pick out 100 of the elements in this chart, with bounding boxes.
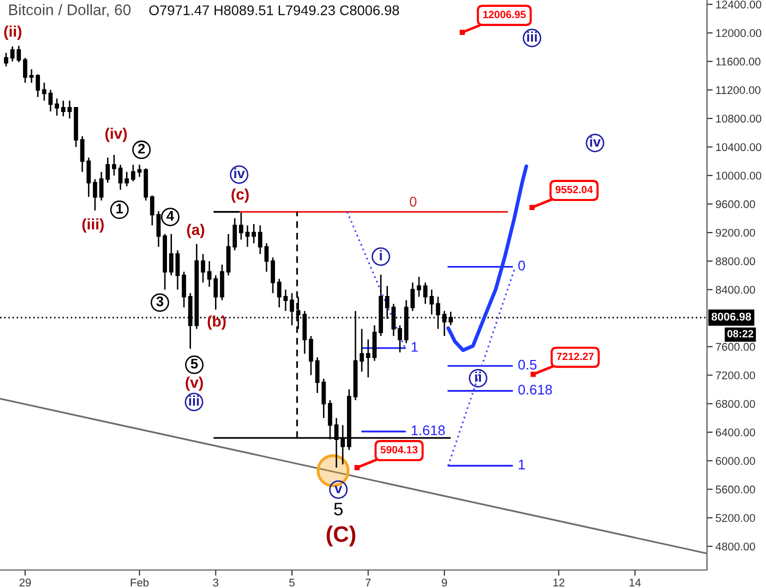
y-tick-label: 8400.00 xyxy=(716,286,756,294)
x-tick-label: Feb xyxy=(130,578,149,586)
data-label: 7212.27 xyxy=(556,352,594,360)
annotation: 4 xyxy=(166,211,174,221)
candlestick xyxy=(54,98,60,116)
candlestick xyxy=(150,194,154,226)
x-tick-label: 5 xyxy=(289,578,295,586)
data-label: 12006.95 xyxy=(483,10,526,18)
annotation: 0 xyxy=(410,196,416,207)
data-label: 5904.13 xyxy=(380,446,418,454)
candlestick xyxy=(162,233,168,290)
x-tick-label: 14 xyxy=(630,578,641,586)
candlestick xyxy=(67,100,72,120)
y-tick-label: 6000.00 xyxy=(716,457,756,465)
candlestick xyxy=(416,276,422,298)
candlestick xyxy=(245,224,250,248)
candlestick xyxy=(80,136,84,173)
candlestick xyxy=(430,288,434,316)
candlestick xyxy=(264,242,269,272)
text: 08:22 xyxy=(727,330,754,338)
candlestick xyxy=(86,156,91,198)
annotation: (c) xyxy=(232,188,249,203)
y-tick-label: 7200.00 xyxy=(716,371,756,380)
annotation: iv xyxy=(590,136,601,147)
y-tick-label: 9600.00 xyxy=(716,200,756,208)
candlestick xyxy=(36,74,40,98)
candlestick xyxy=(99,171,104,202)
y-tick-label: 8800.00 xyxy=(716,257,756,266)
annotation: 5 xyxy=(190,358,198,369)
annotation: (iii) xyxy=(82,218,104,233)
candlestick xyxy=(398,324,402,354)
candlestick xyxy=(315,356,320,394)
candlestick xyxy=(16,45,21,63)
candlestick xyxy=(214,274,218,310)
candlestick xyxy=(29,68,34,84)
candlestick xyxy=(410,282,415,312)
annotation: O7971.47 H8089.51 L7949.23 C8006.98 xyxy=(149,5,400,16)
candlestick xyxy=(42,82,46,102)
annotation: iii xyxy=(189,396,199,406)
annotation: 3 xyxy=(156,296,164,306)
annotation: (iv) xyxy=(105,128,127,142)
y-tick-label: 10400.00 xyxy=(716,143,762,152)
candlestick xyxy=(23,57,28,84)
y-tick-label: 6800.00 xyxy=(716,400,756,408)
series-label: 1.618 xyxy=(412,425,445,436)
candlestick xyxy=(124,171,129,187)
y-tick-label: 11200.00 xyxy=(716,86,760,94)
candlestick xyxy=(360,328,364,372)
candlestick xyxy=(92,178,98,212)
candlestick xyxy=(322,378,326,419)
data-label: 9552.04 xyxy=(556,186,593,194)
x-tick-label: 9 xyxy=(442,578,447,586)
y-tick-label: 5600.00 xyxy=(716,486,756,494)
y-tick-label: 12000.00 xyxy=(716,29,762,38)
annotation: ii xyxy=(475,372,481,382)
y-tick-label: 10800.00 xyxy=(716,114,762,123)
annotation: (b) xyxy=(208,315,226,330)
candlestick xyxy=(112,154,116,176)
candlestick xyxy=(144,168,148,202)
chart-title: Bitcoin / Dollar, 60 xyxy=(9,4,131,18)
x-tick-label: 3 xyxy=(213,578,218,586)
annotation: iii xyxy=(527,32,537,42)
candlestick xyxy=(423,282,428,305)
annotation: iv xyxy=(234,168,245,178)
candlestick xyxy=(270,256,276,294)
x-tick-label: 12 xyxy=(553,578,564,586)
candlestick xyxy=(175,250,180,290)
candlestick xyxy=(200,253,206,284)
y-tick-label: 11600.00 xyxy=(716,58,760,66)
y-tick-label: 12400.00 xyxy=(716,0,762,8)
y-tick-label: 6400.00 xyxy=(716,428,756,436)
annotation: 5 xyxy=(334,502,343,516)
candlestick xyxy=(106,156,110,184)
candlestick xyxy=(277,278,282,308)
annotation: (v) xyxy=(186,376,203,391)
candlestick xyxy=(131,164,136,182)
candlestick xyxy=(61,100,66,118)
candlestick xyxy=(258,224,262,255)
series-label: 1 xyxy=(412,342,418,352)
candlestick xyxy=(10,46,15,62)
annotation: (ii) xyxy=(4,26,22,40)
x-tick-label: 7 xyxy=(366,578,371,586)
candlestick xyxy=(283,288,288,312)
annotation: 1 xyxy=(116,204,123,214)
annotation: i xyxy=(380,250,382,260)
candlestick xyxy=(137,164,142,178)
series-label: 0.5 xyxy=(518,360,537,370)
annotation: 2 xyxy=(138,144,145,154)
y-tick-label: 10000.00 xyxy=(716,172,762,180)
ref-line-label: 8006.98 xyxy=(712,312,752,321)
candlestick xyxy=(226,233,231,276)
annotation: v xyxy=(334,486,342,494)
series-label: 0.618 xyxy=(518,384,552,395)
annotation: (a) xyxy=(187,224,204,238)
candlestick xyxy=(207,260,212,288)
y-tick-label: 7600.00 xyxy=(716,342,756,351)
x-tick-label: 29 xyxy=(20,578,31,586)
candlestick xyxy=(238,212,244,240)
y-tick-label: 4800.00 xyxy=(716,542,756,550)
candlestick xyxy=(4,52,8,68)
